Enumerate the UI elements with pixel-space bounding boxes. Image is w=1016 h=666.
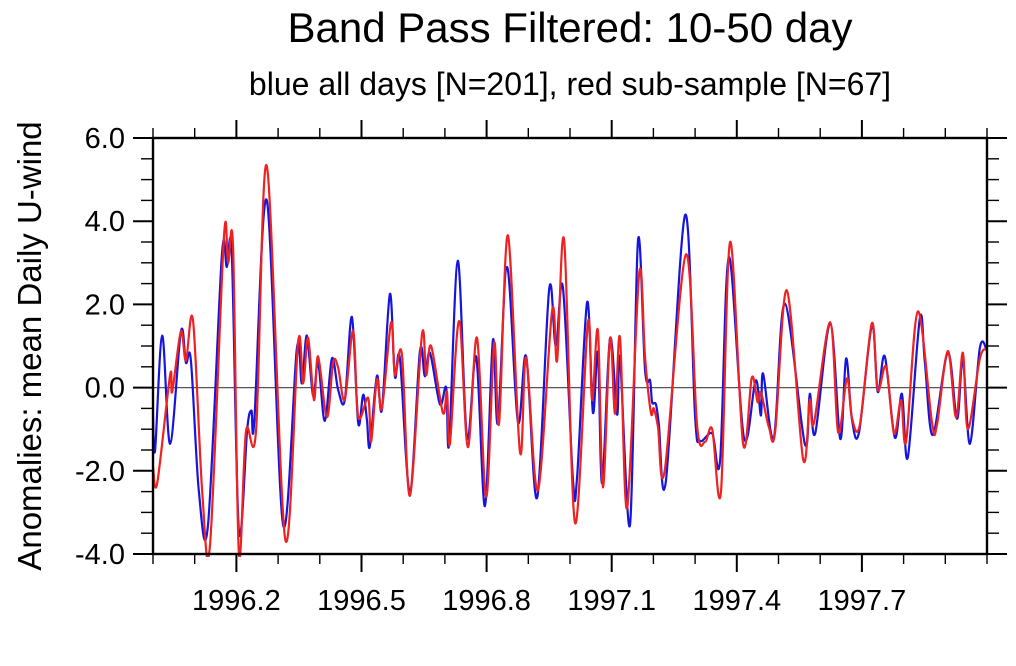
x-tick-label: 1997.1 <box>567 585 656 617</box>
series-red-line <box>153 164 987 557</box>
x-tick-label: 1997.7 <box>818 585 907 617</box>
y-tick-label: 0.0 <box>85 373 125 405</box>
y-tick-label: 2.0 <box>85 289 125 321</box>
x-tick-label: 1996.8 <box>442 585 531 617</box>
x-tick-label: 1996.2 <box>192 585 281 617</box>
y-tick-label: -4.0 <box>75 539 125 571</box>
plot-svg: 1996.2 1996.5 1996.8 1997.1 1997.4 1997.7 6.0 4… <box>75 120 1007 617</box>
y-tick-label: 4.0 <box>85 206 125 238</box>
chart-title: Band Pass Filtered: 10-50 day <box>287 4 853 51</box>
series-blue-line <box>153 198 987 542</box>
y-tick-label: -2.0 <box>75 456 125 488</box>
chart-subtitle: blue all days [N=201], red sub-sample [N… <box>248 66 892 102</box>
x-tick-label: 1997.4 <box>692 585 781 617</box>
plot-frame <box>151 136 989 556</box>
y-tick-label: 6.0 <box>85 123 125 155</box>
x-tick-label: 1996.5 <box>317 585 406 617</box>
